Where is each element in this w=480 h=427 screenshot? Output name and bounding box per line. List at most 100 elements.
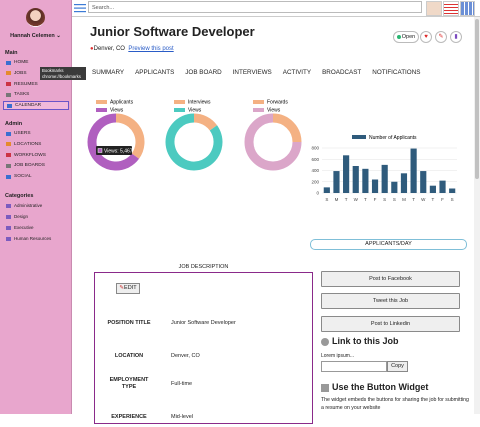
bar (400, 173, 408, 193)
scrollbar[interactable] (474, 17, 480, 414)
grid-icon[interactable] (460, 1, 475, 16)
widget-text: The widget embeds the buttons for sharin… (321, 397, 469, 411)
tooltip-url: chrome://bookmarks (42, 73, 81, 79)
nav-item[interactable]: RESUMES (3, 80, 69, 89)
nav-item[interactable]: Executive (3, 223, 69, 232)
nav-item[interactable]: WORKFLOWS (3, 151, 69, 160)
search-placeholder: Search... (92, 5, 115, 11)
tab[interactable]: JOB BOARD (185, 69, 222, 76)
legend-swatch (253, 100, 264, 104)
link-input[interactable] (321, 361, 387, 372)
bar (371, 179, 379, 193)
nav-item[interactable]: CALENDAR (3, 101, 69, 111)
preview-link[interactable]: Preview this post (128, 46, 174, 52)
location-text: Denver, CO (93, 46, 125, 52)
nav-label: CALENDAR (15, 103, 42, 109)
donut-tooltip-bg (96, 146, 132, 155)
x-tick-label: M (335, 197, 339, 202)
tab[interactable]: APPLICANTS (135, 69, 175, 76)
status-text: Open (401, 34, 416, 40)
search-input[interactable]: Search... (88, 1, 422, 13)
jd-row: LOCATION Denver, CO (95, 346, 312, 366)
bar (420, 171, 427, 193)
nav-item[interactable]: HOME (3, 58, 69, 67)
tab[interactable]: SUMMARY (92, 69, 125, 76)
nav-item[interactable]: Human Resources (3, 234, 69, 243)
nav-item[interactable]: SOCIAL (3, 172, 69, 181)
x-tick-label: M (402, 197, 406, 202)
y-tick-label: 0 (316, 191, 319, 196)
nav-label: SOCIAL (14, 174, 32, 180)
copy-button[interactable]: Copy (387, 361, 408, 372)
nav-icon (6, 153, 11, 158)
legend-swatch (96, 100, 107, 104)
share-button[interactable]: Post to Linkedin (321, 316, 460, 332)
favorite-icon[interactable]: ♥ (420, 31, 432, 43)
bookmark-tooltip: Bookmarks chrome://bookmarks (40, 67, 86, 80)
nav-icon (6, 163, 11, 168)
nav-item[interactable]: Administrative (3, 201, 69, 210)
donut-segment (87, 113, 140, 171)
jd-label: LOCATION (114, 352, 144, 359)
user-name[interactable]: Hannah Celemen ⌄ (10, 33, 61, 39)
x-tick-label: T (364, 197, 367, 202)
status-dot (396, 35, 401, 39)
nav-icon (6, 131, 11, 136)
nav-icon (6, 214, 11, 219)
nav-item[interactable]: Design (3, 212, 69, 221)
section-title: Main (5, 50, 18, 56)
bar-legend: Number of Applicants (369, 135, 417, 141)
applicants-day-button[interactable]: APPLICANTS/DAY (310, 239, 467, 250)
legend-label: Views (267, 108, 281, 114)
status-pill[interactable]: Open (393, 31, 419, 43)
nav-label: Human Resources (14, 236, 52, 241)
tooltip-title: Bookmarks (42, 68, 64, 73)
x-tick-label: F (441, 197, 444, 202)
delete-icon[interactable]: ▮ (450, 31, 462, 43)
legend-label: Views (110, 108, 124, 114)
jd-label: EXPERIENCE (111, 413, 147, 420)
tab[interactable]: ACTIVITY (282, 69, 312, 76)
nav-item[interactable]: JOB BOARDS (3, 161, 69, 170)
jd-heading: JOB DESCRIPTION (178, 264, 229, 270)
tab[interactable]: BROADCAST (322, 69, 362, 76)
charts: Applicants Views Views: 5,467 Interviews Vie… (87, 100, 457, 202)
legend-label: Applicants (110, 100, 134, 106)
y-tick-label: 200 (311, 179, 319, 184)
share-button[interactable]: Tweet this Job (321, 293, 460, 309)
edit-text: EDIT (124, 285, 137, 291)
x-tick-label: T (345, 197, 348, 202)
nav-label: JOBS (14, 70, 27, 76)
edit-glyph: ✎ (119, 285, 125, 291)
x-tick-label: W (354, 197, 359, 202)
nav-item[interactable]: TASKS (3, 90, 69, 99)
jd-value: Mid-level (171, 414, 194, 420)
nav-item[interactable]: LOCATIONS (3, 140, 69, 149)
donut-tooltip: Views: 5,467 (104, 149, 133, 155)
tab[interactable]: INTERVIEWS (232, 69, 272, 76)
widget-heading: Use the Button Widget (332, 382, 429, 392)
job-title: Junior Software Developer (90, 24, 255, 39)
x-tick-label: W (421, 197, 426, 202)
apps-icon[interactable] (443, 1, 459, 16)
nav-label: USERS (14, 131, 31, 136)
tab[interactable]: NOTIFICATIONS (372, 69, 421, 76)
menu-icon[interactable] (73, 2, 87, 14)
jd-label: EMPLOYMENT TYPE (109, 377, 149, 390)
user-icon[interactable] (426, 1, 442, 16)
bar (333, 171, 340, 193)
nav-label: HOME (14, 60, 29, 65)
share-button[interactable]: Post to Facebook (321, 271, 460, 287)
edit-icon[interactable]: ✎ (435, 31, 447, 43)
scroll-thumb[interactable] (475, 19, 479, 179)
user-name-text: Hannah Celemen (10, 33, 55, 39)
jd-value: Denver, CO (171, 353, 200, 359)
nav-item[interactable]: JOBS (3, 69, 69, 78)
y-tick-label: 600 (311, 157, 319, 162)
section-title: Admin (5, 121, 23, 127)
donut-segment (244, 113, 302, 171)
edit-button[interactable]: ✎EDIT (116, 283, 140, 294)
nav-item[interactable]: USERS (3, 129, 69, 138)
location-line: ●Denver, CO Preview this post (90, 46, 174, 52)
nav-label: Executive (14, 225, 34, 230)
